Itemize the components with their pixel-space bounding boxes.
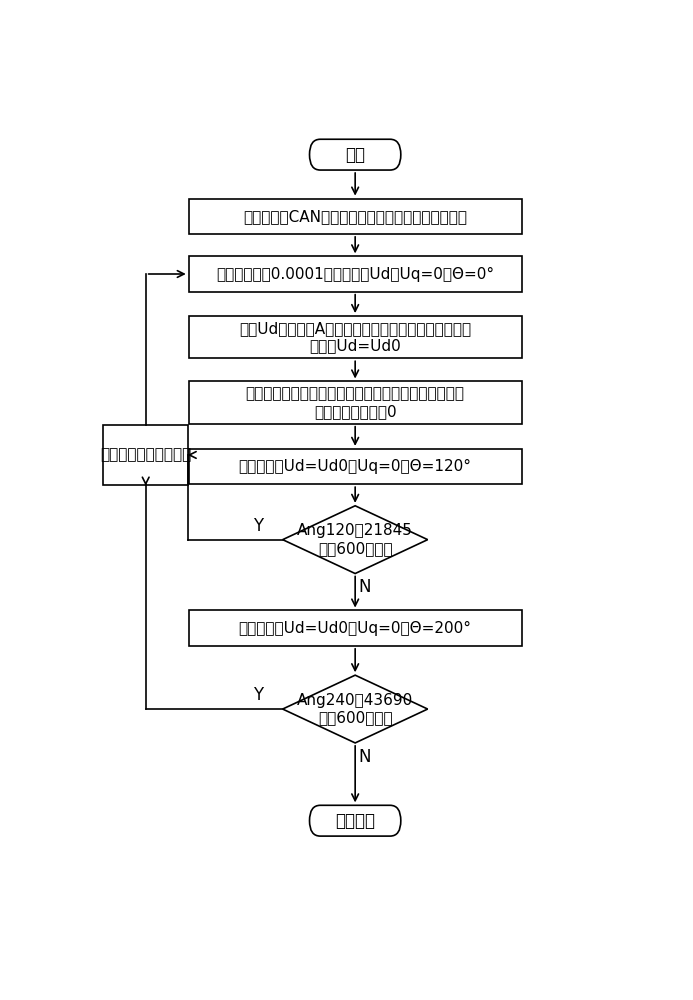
Text: 开始: 开始 <box>345 146 365 164</box>
Bar <box>103 425 188 485</box>
Polygon shape <box>283 506 428 574</box>
Bar <box>188 449 522 484</box>
Text: Y: Y <box>254 686 263 704</box>
FancyBboxPatch shape <box>310 139 401 170</box>
Bar <box>188 316 522 358</box>
Text: 电机控制器Ud=Ud0，Uq=0，Θ=120°: 电机控制器Ud=Ud0，Uq=0，Θ=120° <box>238 459 472 474</box>
Text: 调整Ud，使电机A相绕组电流和旋变调零电流指令相等
，此时Ud=Ud0: 调整Ud，使电机A相绕组电流和旋变调零电流指令相等 ，此时Ud=Ud0 <box>239 321 471 353</box>
Text: 增大旋变调零电流指令: 增大旋变调零电流指令 <box>100 447 191 462</box>
Bar <box>188 381 522 424</box>
Bar <box>188 610 522 646</box>
Text: 读取旋变数字量，手动调节旋变定子，使读取的旋变数
字量为一固定值为0: 读取旋变数字量，手动调节旋变定子，使读取的旋变数 字量为一固定值为0 <box>245 386 465 419</box>
Text: Ang240和43690
相差600以上？: Ang240和43690 相差600以上？ <box>297 693 413 725</box>
Text: N: N <box>358 748 371 766</box>
Text: 上位机通过CAN总线向电机控制器发送旋变调零命令: 上位机通过CAN总线向电机控制器发送旋变调零命令 <box>243 209 467 224</box>
Text: 电机控制器Ud=Ud0，Uq=0，Θ=200°: 电机控制器Ud=Ud0，Uq=0，Θ=200° <box>238 621 472 636</box>
Text: Ang120和21845
相差600以上？: Ang120和21845 相差600以上？ <box>297 523 413 556</box>
Text: 调零结束: 调零结束 <box>335 812 375 830</box>
Text: Y: Y <box>254 517 263 535</box>
Polygon shape <box>283 675 428 743</box>
Bar <box>188 256 522 292</box>
Bar <box>188 199 522 234</box>
FancyBboxPatch shape <box>310 805 401 836</box>
Text: 电机控制器以0.0001为步进增大Ud，Uq=0，Θ=0°: 电机控制器以0.0001为步进增大Ud，Uq=0，Θ=0° <box>216 266 494 282</box>
Text: N: N <box>358 578 371 596</box>
